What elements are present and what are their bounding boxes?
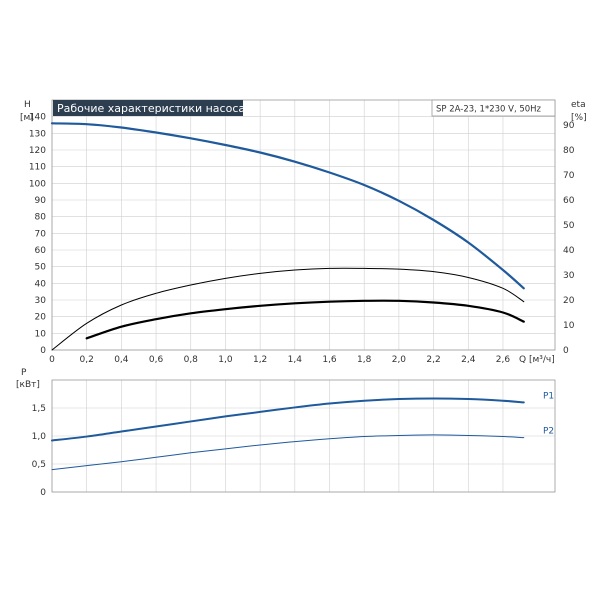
chart-subtitle: SP 2A-23, 1*230 V, 50Hz [436,105,542,115]
top-grid [51,100,555,351]
power-line-p2 [51,434,525,471]
y-tick-label: 0 [40,488,46,498]
y-tick-label: 1,0 [32,432,47,442]
y-axis-label-h: H [24,100,31,110]
y-left-tick-label: 140 [29,113,46,123]
y-right-tick-label: 30 [563,271,575,281]
bottom-tick-labels: 0 0,5 1,0 1,5 [32,404,47,498]
y-right-tick-label: 50 [563,221,575,231]
y-right-tick-label: 20 [563,296,575,306]
y-left-tick-label: 10 [35,329,47,339]
subtitle-box [431,99,556,117]
y-right-tick-label: 60 [563,196,575,206]
top-plot-frame [51,99,556,351]
y-left-tick-label: 70 [35,229,47,239]
power-line-p1 [51,397,525,442]
y-tick-label: 1,5 [32,404,46,414]
y-left-tick-label: 0 [40,346,46,356]
x-tick-label: 2,0 [392,355,407,365]
x-tick-label: 1,2 [253,355,267,365]
x-axis-label: Q [м³/ч] [519,355,555,365]
y-right-tick-label: 90 [563,121,575,131]
title-box [53,100,243,116]
x-tick-label: 0,8 [184,355,199,365]
power-panel: 0 0,5 1,0 1,5 P [кВт] P1 P2 [16,368,556,498]
y-left-tick-label: 100 [29,179,46,189]
y-left-tick-label: 120 [29,146,46,156]
x-tick-label: 2,6 [496,355,511,365]
head-efficiency-panel: 0 0,2 0,4 0,6 0,8 1,0 1,2 1,4 1,6 1,8 2,0 2,2 2,4 2,6… [20,99,587,365]
legend-label-p2: P2 [543,427,554,437]
x-tick-label: 1,6 [322,355,337,365]
y-axis-unit-p: [кВт] [16,380,40,390]
power-legend: P1 P2 [543,391,554,436]
y-left-tick-label: 60 [35,246,47,256]
y-left-tick-label: 110 [29,163,46,173]
y-right-tick-label: 0 [563,346,569,356]
top-series [50,122,525,351]
x-tick-label: 0 [49,355,55,365]
x-tick-label: 1,4 [288,355,303,365]
y-left-tick-label: 130 [29,129,46,139]
y-left-tick-label: 50 [35,263,47,273]
bottom-plot-frame [51,379,556,493]
y-left-tick-label: 40 [35,279,47,289]
top-tick-labels: 0 0,2 0,4 0,6 0,8 1,0 1,2 1,4 1,6 1,8 2,0 2,2 2,4 2,6… [29,113,575,365]
series-line-0 [50,122,525,290]
x-tick-label: 0,2 [80,355,94,365]
y-left-tick-label: 30 [35,296,47,306]
x-tick-label: 2,2 [426,355,440,365]
y-right-tick-label: 70 [563,171,575,181]
y-left-tick-label: 20 [35,313,47,323]
legend-label-p1: P1 [543,391,554,401]
bottom-series [51,397,525,471]
y-right-tick-label: 10 [563,321,575,331]
x-tick-label: 0,6 [149,355,164,365]
x-tick-label: 1,0 [218,355,233,365]
y-right-tick-label: 40 [563,246,575,256]
y-tick-label: 0,5 [32,460,46,470]
y-left-tick-label: 80 [35,213,47,223]
y-axis-label-p: P [21,368,27,378]
series-line-1 [51,267,525,351]
series-line-2 [85,299,525,340]
x-tick-label: 1,8 [357,355,372,365]
y-axis-unit-h: [м] [20,113,34,123]
y-axis-unit-eta: [%] [571,113,587,123]
y-right-tick-label: 80 [563,146,575,156]
y-axis-label-eta: eta [571,100,586,110]
x-tick-label: 2,4 [461,355,476,365]
y-left-tick-label: 90 [35,196,47,206]
x-tick-label: 0,4 [114,355,129,365]
chart-title: Рабочие характеристики насоса [57,102,245,115]
